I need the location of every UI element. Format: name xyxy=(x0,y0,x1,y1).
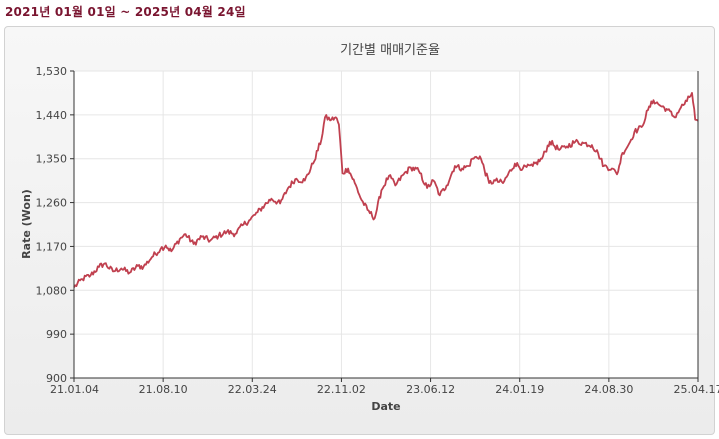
plot-frame xyxy=(73,71,699,379)
y-tick-label: 1,170 xyxy=(36,240,68,253)
y-axis-label: Rate (Won) xyxy=(20,189,33,259)
x-tick-label: 21.01.04 xyxy=(50,383,99,396)
y-axis-ticks: 1,530 1,440 1,350 1,260 1,170 1,080 990 900 xyxy=(36,65,74,385)
x-axis-ticks: 21.01.04 21.08.10 22.03.24 22.11.02 23.06.12… xyxy=(50,378,719,396)
y-tick-label: 1,260 xyxy=(36,197,68,210)
x-tick-label: 25.04.17 xyxy=(674,383,719,396)
y-tick-label: 1,350 xyxy=(36,153,68,166)
plot-area xyxy=(74,71,698,378)
chart-title: 기간별 매매기준율 xyxy=(340,43,440,58)
x-tick-label: 22.11.02 xyxy=(317,383,366,396)
x-tick-label: 23.06.12 xyxy=(406,383,455,396)
period-range-text: 2021년 01월 01일 ~ 2025년 04월 24일 xyxy=(5,5,246,19)
x-tick-label: 22.03.24 xyxy=(228,383,277,396)
y-tick-label: 900 xyxy=(46,372,67,385)
x-axis-label: Date xyxy=(371,400,400,413)
x-tick-label: 24.08.30 xyxy=(584,383,633,396)
y-tick-label: 1,530 xyxy=(36,65,68,78)
series-layer xyxy=(73,92,699,288)
series-line xyxy=(73,92,699,288)
y-tick-label: 1,080 xyxy=(36,284,68,297)
axis-lines xyxy=(73,71,699,379)
y-tick-label: 990 xyxy=(46,328,67,341)
y-tick-label: 1,440 xyxy=(36,109,68,122)
x-tick-label: 21.08.10 xyxy=(139,383,188,396)
x-tick-label: 24.01.19 xyxy=(495,383,544,396)
